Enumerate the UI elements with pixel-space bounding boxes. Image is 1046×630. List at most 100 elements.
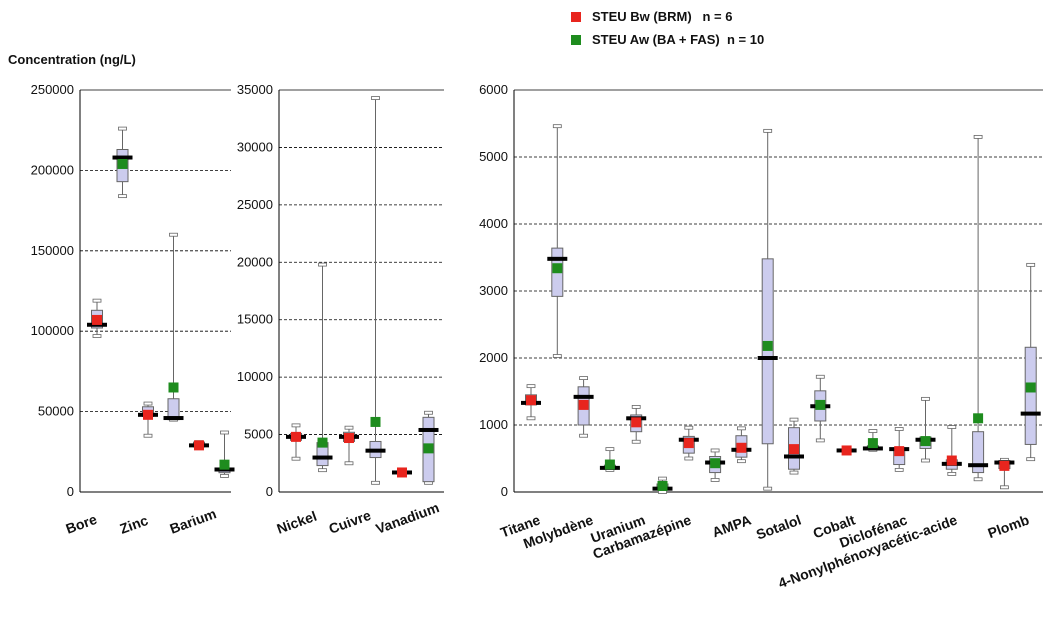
whisker-cap-max: [789, 417, 799, 422]
x-category-label: Plomb: [986, 512, 1032, 542]
whisker-cap-min: [737, 459, 746, 464]
whisker-cap-max: [291, 423, 301, 428]
x-category-label: Zinc: [118, 512, 151, 537]
y-axis-title: Concentration (ng/L): [8, 52, 136, 67]
y-tick-label: 150000: [31, 243, 74, 258]
y-tick-label: 6000: [479, 82, 508, 97]
whisker-cap-max: [344, 425, 354, 430]
marker-aw: [973, 413, 984, 424]
whisker-cap-max: [868, 429, 878, 433]
marker-aw: [370, 416, 381, 427]
whisker-cap-max: [815, 374, 825, 379]
whisker-cap-max: [684, 425, 694, 430]
whisker-cap-min: [579, 433, 588, 438]
whisker-cap-max: [737, 426, 746, 431]
marker-aw: [317, 437, 328, 448]
median-bar: [862, 446, 883, 451]
marker-aw: [710, 458, 721, 469]
median-bar: [968, 463, 989, 468]
whisker-cap-max: [894, 427, 904, 431]
whisker-cap-min: [973, 477, 983, 482]
marker-bw: [344, 433, 354, 444]
marker-bw: [894, 446, 905, 457]
whisker-cap-max: [552, 124, 562, 129]
median-bar: [365, 448, 386, 453]
median-bar: [573, 394, 594, 399]
marker-aw: [1025, 382, 1036, 393]
y-tick-label: 10000: [237, 369, 273, 384]
legend-swatch-aw: [571, 35, 581, 45]
marker-aw: [219, 459, 230, 470]
x-category-label: Vanadium: [374, 499, 442, 537]
x-category-label: 4-Nonylphénoxyacétic-acide: [776, 511, 959, 591]
marker-aw: [657, 480, 668, 491]
marker-bw: [841, 445, 852, 456]
whisker-cap-min: [815, 438, 825, 443]
x-category-label: Sotalol: [754, 512, 803, 543]
whisker-cap-min: [143, 433, 153, 438]
y-tick-label: 5000: [244, 427, 273, 442]
marker-bw: [92, 314, 102, 325]
median-bar: [784, 454, 804, 459]
whisker-cap-min: [631, 439, 641, 444]
whisker-cap-min: [763, 486, 773, 491]
marker-bw: [526, 395, 536, 406]
median-bar: [757, 356, 778, 360]
marker-bw: [946, 455, 957, 466]
x-category-label: Barium: [168, 505, 219, 537]
median-bar: [163, 416, 184, 421]
marker-bw: [631, 417, 642, 428]
whisker-cap-max: [526, 384, 536, 389]
marker-bw: [736, 442, 747, 453]
y-tick-label: 250000: [31, 82, 74, 97]
whisker-cap-min: [710, 478, 720, 482]
whisker-cap-min: [789, 470, 799, 475]
y-tick-label: 100000: [31, 323, 74, 338]
marker-bw: [291, 431, 301, 442]
whisker-cap-min: [118, 194, 127, 199]
x-category-label: Nickel: [275, 508, 319, 537]
marker-bw: [397, 467, 407, 478]
whisker-cap-min: [1026, 457, 1036, 462]
whisker-cap-max: [605, 447, 615, 452]
marker-bw: [999, 460, 1010, 471]
marker-aw: [552, 263, 563, 274]
marker-aw: [423, 443, 434, 454]
whisker-cap-max: [763, 128, 773, 133]
whisker-cap-min: [220, 474, 229, 478]
median-bar: [418, 427, 439, 432]
marker-bw: [789, 444, 799, 455]
y-tick-label: 0: [501, 484, 508, 499]
whisker-cap-max: [1026, 262, 1036, 267]
whisker-cap-max: [371, 96, 380, 100]
y-tick-label: 30000: [237, 139, 273, 154]
whisker-cap-max: [631, 405, 641, 409]
whisker-cap-min: [318, 468, 327, 473]
whisker-cap-min: [92, 334, 102, 338]
marker-bw: [143, 409, 153, 420]
whisker-cap-min: [344, 461, 354, 466]
y-tick-label: 15000: [237, 312, 273, 327]
whisker-cap-max: [973, 134, 983, 139]
whisker-cap-min: [684, 456, 694, 461]
whisker-cap-max: [658, 476, 667, 481]
box: [761, 258, 774, 445]
marker-aw: [815, 399, 826, 410]
median-bar: [312, 455, 333, 460]
marker-aw: [168, 382, 179, 393]
whisker-cap-max: [921, 396, 930, 401]
y-tick-label: 3000: [479, 283, 508, 298]
whisker-cap-max: [424, 410, 433, 415]
legend-label-aw: STEU Aw (BA + FAS) n = 10: [592, 32, 765, 47]
marker-aw: [867, 438, 878, 449]
x-category-label: Bore: [64, 511, 100, 537]
y-tick-label: 1000: [479, 417, 508, 432]
whisker-cap-max: [579, 376, 588, 381]
marker-bw: [683, 438, 694, 449]
whisker-cap-min: [1000, 485, 1009, 490]
legend-label-bw: STEU Bw (BRM) n = 6: [592, 9, 733, 24]
y-tick-label: 2000: [479, 350, 508, 365]
y-tick-label: 4000: [479, 216, 508, 231]
x-category-label: Cuivre: [327, 507, 374, 537]
